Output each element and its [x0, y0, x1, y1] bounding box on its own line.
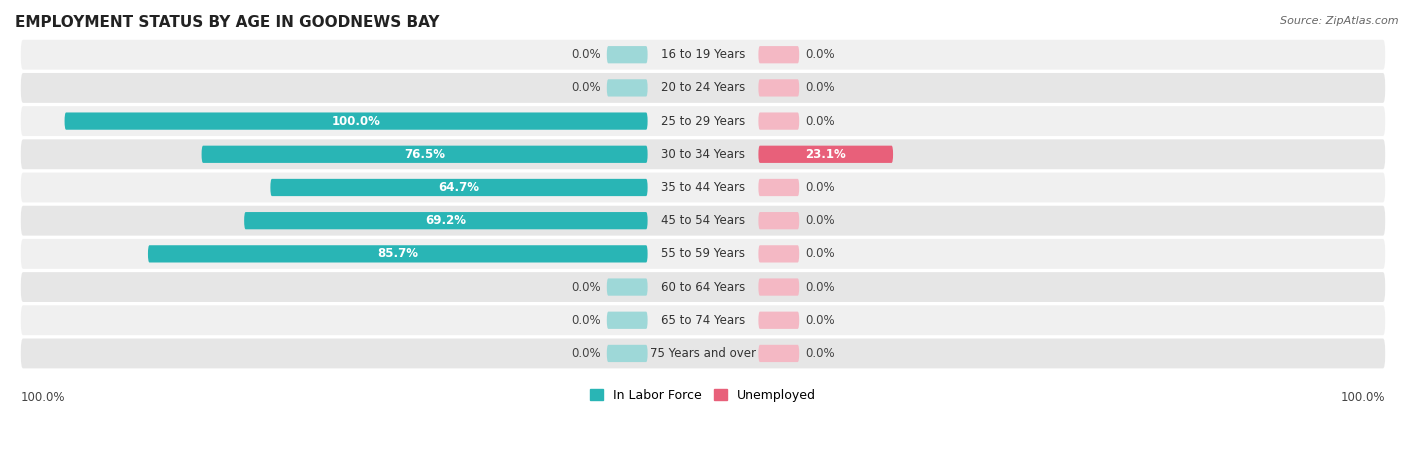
FancyBboxPatch shape: [148, 245, 648, 262]
Text: 0.0%: 0.0%: [806, 115, 835, 128]
FancyBboxPatch shape: [758, 79, 799, 97]
Text: 69.2%: 69.2%: [426, 214, 467, 227]
Text: 35 to 44 Years: 35 to 44 Years: [661, 181, 745, 194]
FancyBboxPatch shape: [758, 112, 799, 130]
Text: 25 to 29 Years: 25 to 29 Years: [661, 115, 745, 128]
Text: 75 Years and over: 75 Years and over: [650, 347, 756, 360]
FancyBboxPatch shape: [21, 40, 1385, 69]
FancyBboxPatch shape: [245, 212, 648, 229]
FancyBboxPatch shape: [758, 312, 799, 329]
FancyBboxPatch shape: [758, 46, 799, 63]
FancyBboxPatch shape: [758, 345, 799, 362]
FancyBboxPatch shape: [758, 179, 799, 196]
Text: 55 to 59 Years: 55 to 59 Years: [661, 247, 745, 260]
Text: EMPLOYMENT STATUS BY AGE IN GOODNEWS BAY: EMPLOYMENT STATUS BY AGE IN GOODNEWS BAY: [15, 15, 440, 30]
Text: 85.7%: 85.7%: [377, 247, 418, 260]
FancyBboxPatch shape: [607, 79, 648, 97]
Text: 16 to 19 Years: 16 to 19 Years: [661, 48, 745, 61]
Legend: In Labor Force, Unemployed: In Labor Force, Unemployed: [585, 384, 821, 407]
FancyBboxPatch shape: [21, 339, 1385, 368]
Text: 23.1%: 23.1%: [806, 148, 846, 161]
Text: 0.0%: 0.0%: [806, 314, 835, 327]
Text: 100.0%: 100.0%: [332, 115, 381, 128]
Text: 0.0%: 0.0%: [806, 247, 835, 260]
Text: 0.0%: 0.0%: [806, 81, 835, 94]
Text: 20 to 24 Years: 20 to 24 Years: [661, 81, 745, 94]
FancyBboxPatch shape: [21, 173, 1385, 202]
Text: 0.0%: 0.0%: [571, 48, 600, 61]
Text: 0.0%: 0.0%: [571, 314, 600, 327]
Text: 0.0%: 0.0%: [571, 81, 600, 94]
Text: 65 to 74 Years: 65 to 74 Years: [661, 314, 745, 327]
FancyBboxPatch shape: [758, 245, 799, 262]
Text: 60 to 64 Years: 60 to 64 Years: [661, 281, 745, 294]
Text: 0.0%: 0.0%: [806, 281, 835, 294]
FancyBboxPatch shape: [21, 206, 1385, 235]
Text: 64.7%: 64.7%: [439, 181, 479, 194]
Text: Source: ZipAtlas.com: Source: ZipAtlas.com: [1281, 16, 1399, 26]
Text: 0.0%: 0.0%: [571, 281, 600, 294]
FancyBboxPatch shape: [21, 139, 1385, 169]
FancyBboxPatch shape: [21, 305, 1385, 335]
FancyBboxPatch shape: [758, 146, 893, 163]
FancyBboxPatch shape: [270, 179, 648, 196]
FancyBboxPatch shape: [607, 345, 648, 362]
Text: 0.0%: 0.0%: [806, 48, 835, 61]
Text: 0.0%: 0.0%: [806, 347, 835, 360]
FancyBboxPatch shape: [758, 212, 799, 229]
Text: 100.0%: 100.0%: [1341, 391, 1385, 404]
FancyBboxPatch shape: [758, 278, 799, 296]
FancyBboxPatch shape: [201, 146, 648, 163]
Text: 30 to 34 Years: 30 to 34 Years: [661, 148, 745, 161]
Text: 0.0%: 0.0%: [571, 347, 600, 360]
Text: 0.0%: 0.0%: [806, 214, 835, 227]
Text: 100.0%: 100.0%: [21, 391, 65, 404]
FancyBboxPatch shape: [607, 278, 648, 296]
FancyBboxPatch shape: [21, 239, 1385, 269]
FancyBboxPatch shape: [21, 73, 1385, 103]
FancyBboxPatch shape: [607, 46, 648, 63]
Text: 45 to 54 Years: 45 to 54 Years: [661, 214, 745, 227]
Text: 76.5%: 76.5%: [404, 148, 446, 161]
FancyBboxPatch shape: [65, 112, 648, 130]
FancyBboxPatch shape: [21, 106, 1385, 136]
FancyBboxPatch shape: [607, 312, 648, 329]
Text: 0.0%: 0.0%: [806, 181, 835, 194]
FancyBboxPatch shape: [21, 272, 1385, 302]
